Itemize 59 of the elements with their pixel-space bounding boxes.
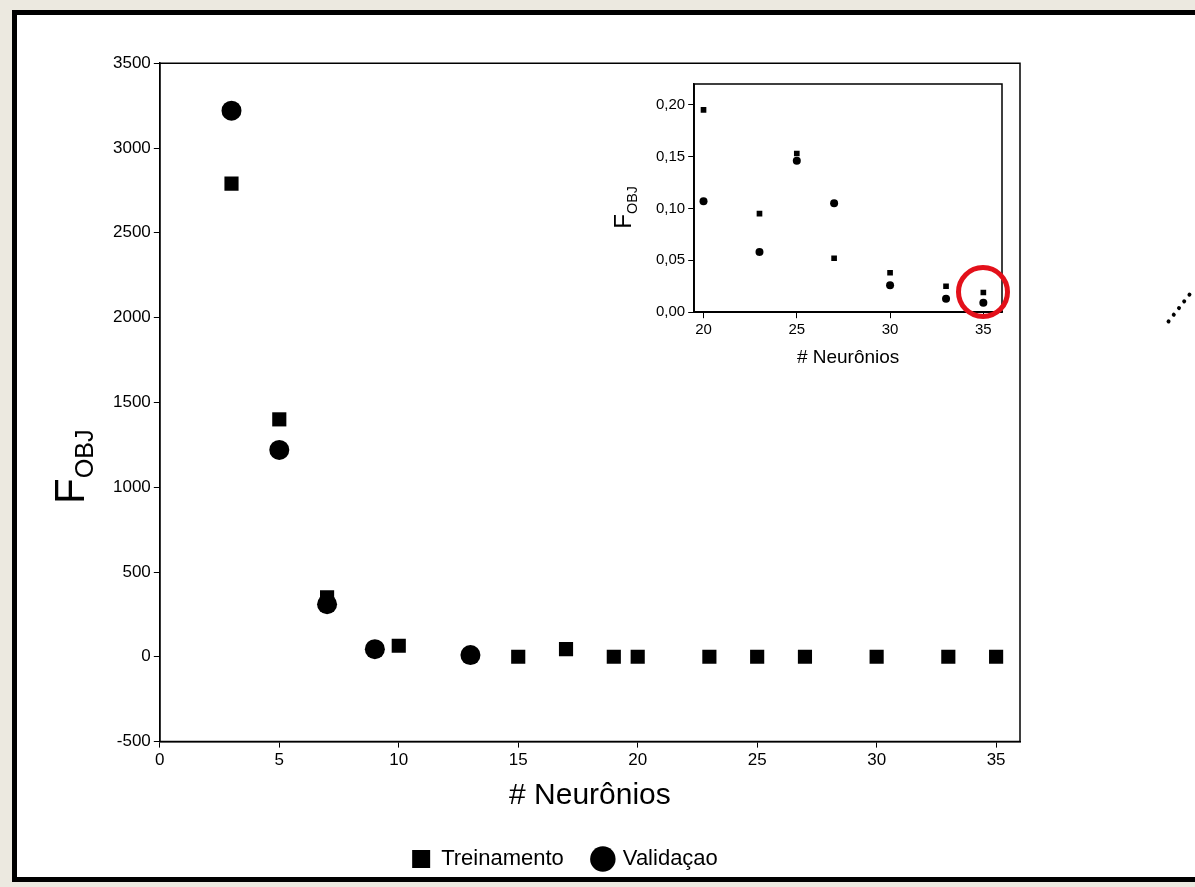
y-tick-label: 500	[122, 561, 151, 581]
x-tick-label: 25	[747, 750, 767, 770]
x-tick-label: 25	[788, 320, 806, 338]
point	[364, 639, 385, 660]
point	[630, 649, 645, 664]
point	[269, 439, 290, 460]
y-tick-label: 2000	[112, 307, 151, 327]
point	[941, 649, 956, 664]
point	[224, 176, 239, 191]
point	[391, 638, 406, 653]
y-tick-label: 0,15	[655, 146, 686, 164]
x-tick-label: 30	[881, 320, 899, 338]
x-tick-label: 35	[986, 750, 1006, 770]
x-axis-title: # Neurônios	[796, 345, 900, 367]
y-tick-label: 0,20	[655, 94, 686, 112]
y-tick-label: -500	[116, 731, 151, 751]
point	[979, 298, 988, 307]
point	[699, 197, 708, 206]
point	[793, 150, 800, 157]
point	[797, 649, 813, 664]
point	[886, 281, 895, 290]
legend-label: Treinamento	[441, 845, 564, 871]
x-tick-label: 20	[695, 320, 712, 338]
y-tick-label: 0,10	[655, 198, 686, 216]
point	[272, 412, 287, 427]
point	[755, 248, 764, 257]
y-tick-label: 1500	[112, 392, 151, 412]
y-tick-label: 3500	[112, 52, 151, 72]
point	[606, 649, 621, 664]
point	[792, 156, 801, 165]
point	[750, 649, 765, 664]
point	[511, 649, 526, 664]
point	[989, 649, 1004, 664]
point	[869, 649, 884, 664]
y-tick-label: 0	[141, 646, 151, 666]
legend-label: Validaçao	[622, 845, 718, 871]
y-tick-label: 1000	[112, 476, 151, 496]
x-tick-label: 20	[628, 750, 648, 770]
point	[830, 199, 839, 208]
y-tick-label: 0,00	[655, 302, 686, 320]
y-tick-label: 3000	[112, 137, 151, 157]
point	[221, 100, 242, 121]
x-axis-title: # Neurônios	[509, 777, 671, 811]
point	[943, 283, 949, 290]
point	[887, 269, 893, 276]
y-tick-label: 0,05	[655, 250, 686, 268]
x-tick-label: 35	[975, 320, 992, 338]
x-tick-label: 0	[155, 750, 165, 770]
y-tick-label: 2500	[112, 222, 151, 242]
point	[702, 649, 717, 664]
point	[558, 642, 574, 657]
x-tick-label: 5	[274, 750, 285, 770]
point	[831, 255, 837, 262]
point	[460, 645, 481, 666]
x-tick-label: 30	[867, 750, 887, 770]
x-tick-label: 15	[508, 750, 528, 770]
x-tick-label: 10	[389, 750, 409, 770]
point	[942, 294, 951, 303]
point	[700, 107, 707, 113]
